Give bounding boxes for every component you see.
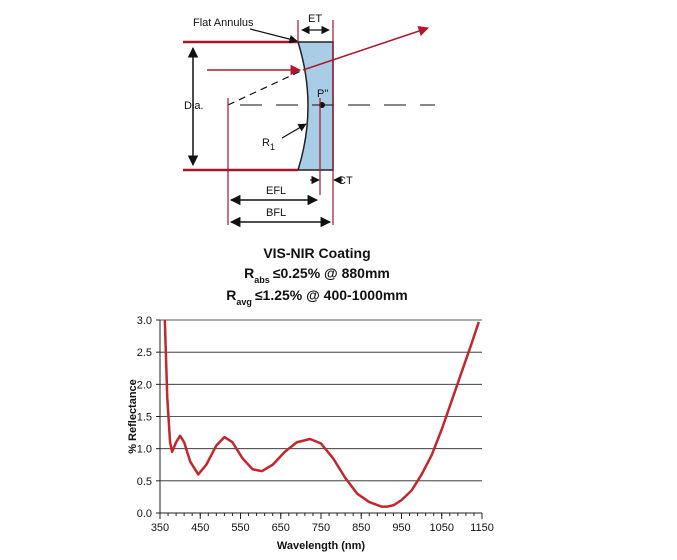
label: EFL (266, 185, 286, 197)
text: ≤0.25% @ 880mm (273, 265, 390, 281)
y-tick-label: 2.5 (137, 347, 152, 359)
label: ET (308, 13, 322, 25)
label: R (262, 137, 270, 149)
virtual-ray (227, 69, 304, 106)
plot: 0.0 0.5 1.0 1.5 2.0 2.5 3.0 350 450 550 650 750 850 9… (127, 315, 494, 552)
y-tick-label: 0.0 (137, 508, 152, 520)
x-tick-label: 650 (272, 522, 290, 534)
label: CT (338, 175, 353, 187)
coating-line: Rabs ≤0.25% @ 880mm (244, 265, 390, 285)
text: R (244, 265, 254, 281)
x-tick-label: 1150 (470, 522, 494, 534)
lens-diagram: Flat Annulus ET Dia. P" R1 CT EFL BFL (183, 13, 435, 228)
label: R1 (262, 137, 275, 152)
x-tick-label: 1050 (430, 522, 454, 534)
y-axis-label: % Reflectance (127, 379, 139, 454)
text: ≤1.25% @ 400-1000mm (255, 287, 408, 303)
y-tick-label: 1.5 (137, 412, 152, 424)
coating-title: VIS-NIR Coating (263, 245, 370, 261)
line-series (163, 319, 480, 508)
text: avg (236, 297, 252, 307)
text: abs (254, 275, 270, 285)
x-tick-label: 450 (191, 522, 209, 534)
label: Flat Annulus (193, 17, 254, 29)
label: BFL (266, 207, 286, 219)
x-tick-label: 550 (231, 522, 249, 534)
x-tick-label: 350 (151, 522, 169, 534)
text: R (226, 287, 236, 303)
y-tick-label: 0.5 (137, 476, 152, 488)
x-tick-label: 850 (352, 522, 370, 534)
annulus-pointer (249, 28, 298, 44)
label: 1 (270, 142, 275, 152)
coating-line: Ravg ≤1.25% @ 400-1000mm (226, 287, 408, 307)
y-tick-label: 3.0 (137, 315, 152, 327)
r1-pointer (281, 123, 307, 139)
y-tick-label: 1.0 (137, 444, 152, 456)
label: P" (317, 88, 328, 100)
ray-out (302, 26, 429, 71)
y-tick-label: 2.0 (137, 379, 152, 391)
label: Dia. (184, 100, 204, 112)
x-tick-label: 950 (392, 522, 410, 534)
x-tick-label: 750 (312, 522, 330, 534)
x-axis-label: Wavelength (nm) (277, 540, 366, 552)
lens (296, 41, 334, 171)
